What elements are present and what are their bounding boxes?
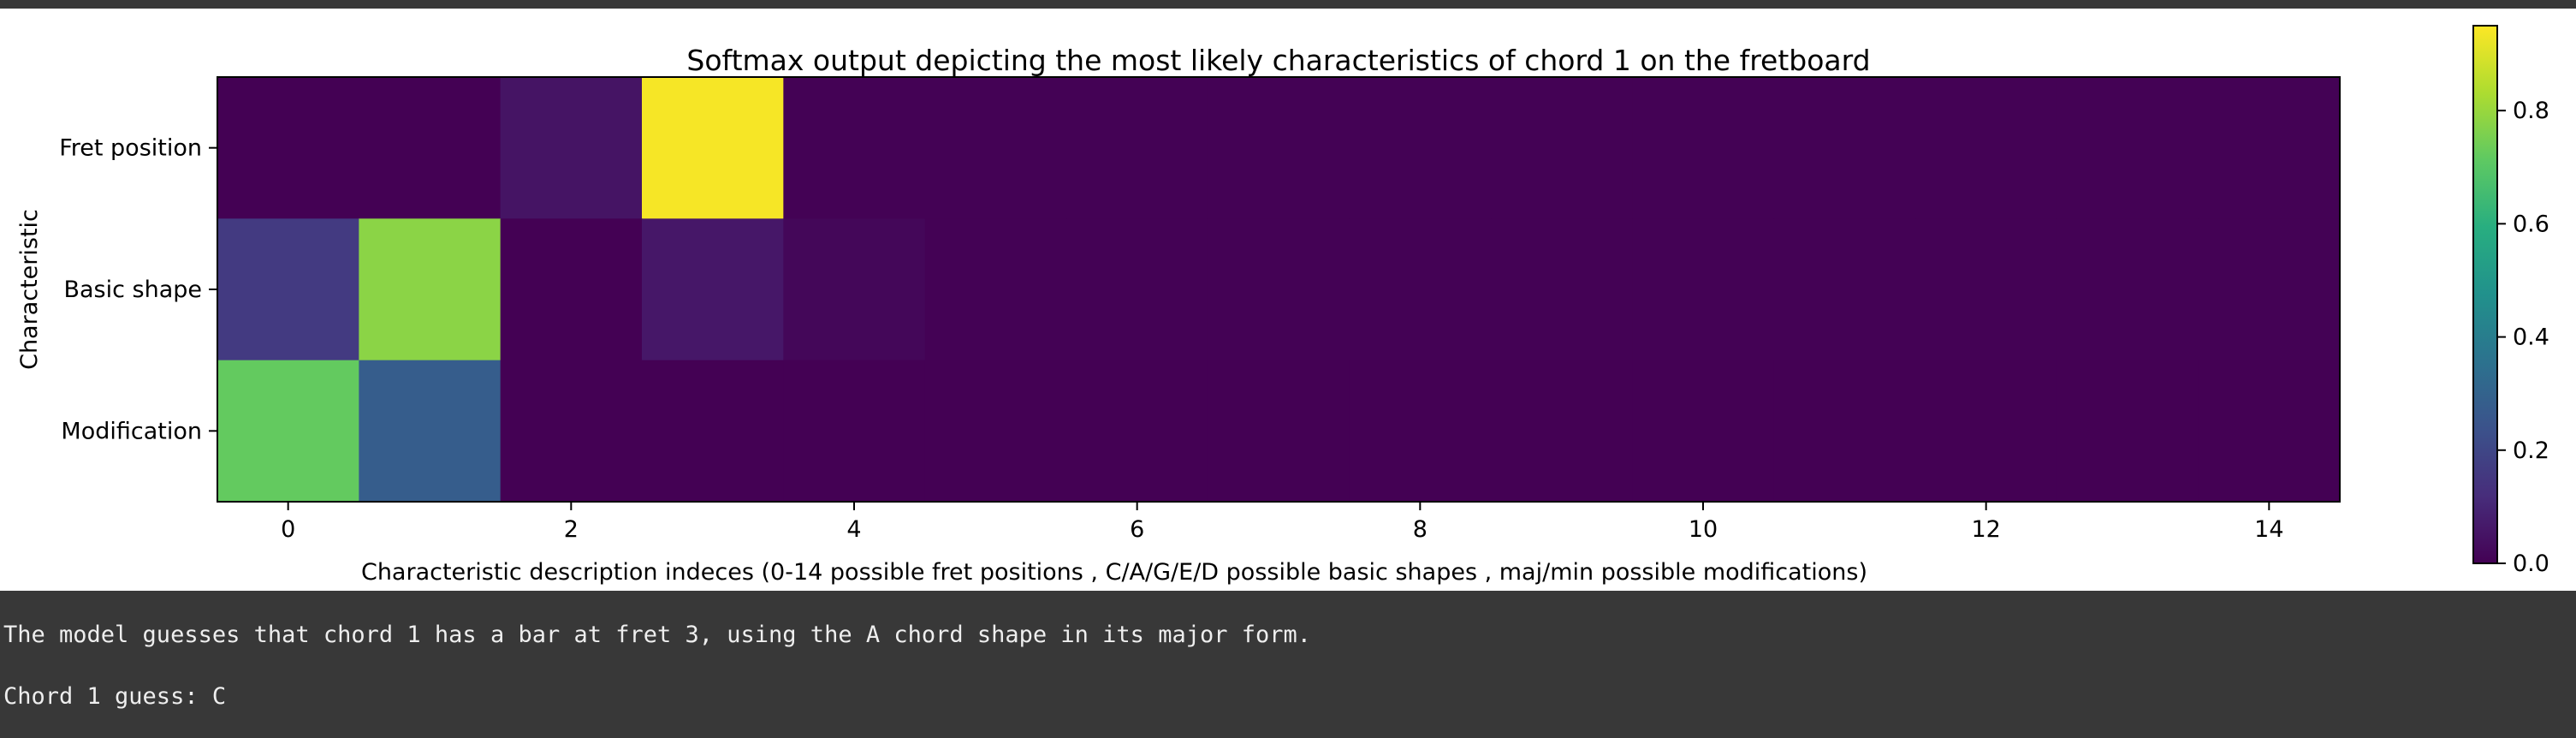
heatmap-cell: [642, 77, 784, 219]
heatmap-chart: Fret position Basic shape Modification 0 2 4…: [16, 25, 2549, 586]
heatmap-cell: [1208, 218, 1350, 361]
x-axis-label: Characteristic description indeces (0-14…: [361, 559, 1867, 586]
heatmap-cell: [1491, 360, 1633, 503]
colorbar-tick-label: 0.6: [2513, 211, 2549, 237]
heatmap-cell: [1491, 77, 1633, 219]
heatmap-cell: [642, 360, 784, 503]
colorbar-tick-label: 0.4: [2513, 324, 2549, 351]
heatmap-cell: [359, 218, 502, 361]
y-axis-ticks: Fret position Basic shape Modification: [59, 135, 217, 444]
colorbar-tick-label: 0.8: [2513, 98, 2549, 124]
heatmap-cell: [500, 218, 643, 361]
x-tick-label: 0: [281, 516, 295, 543]
heatmap-cell: [1632, 360, 1775, 503]
y-tick-label: Modification: [61, 418, 202, 444]
heatmap-cell: [1349, 77, 1492, 219]
heatmap-cell: [642, 218, 784, 361]
heatmap-cell: [1349, 360, 1492, 503]
heatmap-cell: [217, 77, 359, 219]
colorbar-tick-label: 0.0: [2513, 551, 2549, 577]
x-tick-label: 14: [2254, 516, 2283, 543]
heatmap-cell: [1915, 77, 2057, 219]
x-tick-label: 12: [1971, 516, 2000, 543]
x-tick-label: 6: [1130, 516, 1144, 543]
heatmap-cell: [2057, 77, 2199, 219]
heatmap-cell: [924, 77, 1067, 219]
heatmap-cell: [359, 360, 502, 503]
heatmap-cell: [1066, 360, 1208, 503]
heatmap-cell: [783, 77, 926, 219]
figure-panel: Fret position Basic shape Modification 0 2 4…: [0, 9, 2576, 591]
colorbar-tick-label: 0.2: [2513, 437, 2549, 464]
heatmap-cell: [1915, 360, 2057, 503]
heatmap-cell: [1773, 77, 1916, 219]
y-axis-label: Characteristic: [16, 209, 43, 370]
heatmap-cell: [217, 218, 359, 361]
heatmap-cell: [2057, 360, 2199, 503]
y-tick-label: Basic shape: [63, 277, 202, 303]
x-tick-label: 8: [1413, 516, 1427, 543]
chart-title: Softmax output depicting the most likely…: [686, 44, 1870, 77]
heatmap-cell: [500, 360, 643, 503]
heatmap-cell: [359, 77, 502, 219]
heatmap-cell: [1208, 77, 1350, 219]
heatmap-cell: [2057, 218, 2199, 361]
heatmap-cell: [2198, 218, 2341, 361]
heatmap-cell: [1915, 218, 2057, 361]
heatmap-cell: [783, 360, 926, 503]
x-axis-ticks: 0 2 4 6 8 10 12 14: [281, 502, 2284, 543]
heatmap-cells: [217, 77, 2341, 503]
heatmap-cell: [1632, 218, 1775, 361]
heatmap-cell: [1773, 360, 1916, 503]
heatmap-cell: [924, 218, 1067, 361]
heatmap-cell: [1066, 218, 1208, 361]
heatmap-cell: [1208, 360, 1350, 503]
heatmap-cell: [783, 218, 926, 361]
heatmap-cell: [2198, 360, 2341, 503]
heatmap-cell: [1773, 218, 1916, 361]
heatmap-cell: [500, 77, 643, 219]
heatmap-cell: [2198, 77, 2341, 219]
heatmap-cell: [1066, 77, 1208, 219]
x-tick-label: 4: [846, 516, 861, 543]
heatmap-cell: [1491, 218, 1633, 361]
colorbar: [2472, 25, 2498, 564]
heatmap-cell: [924, 360, 1067, 503]
colorbar-ticks: 0.0 0.2 0.4 0.6 0.8: [2497, 98, 2549, 577]
heatmap-cell: [217, 360, 359, 503]
x-tick-label: 10: [1689, 516, 1718, 543]
heatmap-cell: [1349, 218, 1492, 361]
y-tick-label: Fret position: [59, 135, 202, 162]
model-guess-text: The model guesses that chord 1 has a bar…: [3, 622, 1312, 648]
heatmap-cell: [1632, 77, 1775, 219]
x-tick-label: 2: [564, 516, 579, 543]
chord-guess-text: Chord 1 guess: C: [3, 683, 227, 710]
